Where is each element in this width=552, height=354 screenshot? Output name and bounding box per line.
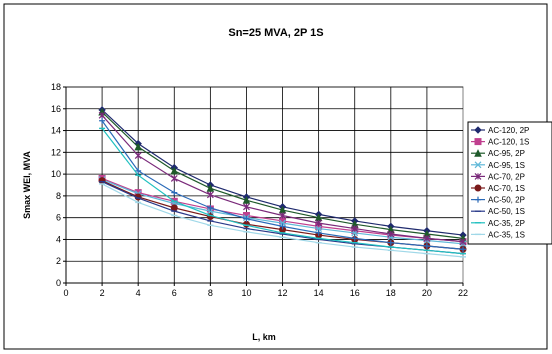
- x-tick-label: 4: [136, 288, 141, 298]
- x-tick-label: 20: [422, 288, 432, 298]
- y-tick-label: 2: [56, 256, 61, 266]
- data-point: [279, 212, 286, 219]
- data-point: [171, 189, 178, 196]
- series-3: [98, 107, 467, 242]
- data-point: [315, 225, 323, 232]
- data-point: [315, 219, 323, 227]
- legend-marker: [474, 126, 482, 134]
- y-tick-label: 0: [56, 278, 61, 288]
- legend-label: AC-120, 1S: [488, 138, 529, 147]
- x-tick-label: 6: [172, 288, 177, 298]
- data-point: [99, 117, 106, 124]
- x-tick-label: 8: [208, 288, 213, 298]
- data-point: [459, 238, 467, 246]
- data-point: [135, 167, 142, 174]
- series-5: [98, 111, 467, 246]
- legend-item: AC-120, 2P: [471, 126, 529, 135]
- data-point: [243, 215, 250, 222]
- y-tick-label: 6: [56, 213, 61, 223]
- legend-marker: [474, 138, 482, 146]
- legend-label: AC-35, 2P: [488, 219, 525, 228]
- legend-item: AC-70, 2P: [471, 172, 525, 181]
- y-tick-label: 18: [51, 82, 61, 92]
- legend-marker: [474, 184, 482, 192]
- y-tick-label: 12: [51, 147, 61, 157]
- y-tick-label: 4: [56, 234, 61, 244]
- data-point: [170, 175, 178, 182]
- legend-label: AC-70, 1S: [488, 184, 525, 193]
- legend-item: AC-50, 2P: [471, 196, 525, 205]
- legend-marker: [475, 196, 481, 203]
- data-point: [315, 229, 322, 236]
- legend-label: AC-95, 1S: [488, 161, 525, 170]
- y-tick-label: 10: [51, 169, 61, 179]
- chart-title: Sn=25 MVA, 2P 1S: [228, 27, 323, 39]
- data-point: [387, 239, 394, 246]
- series-7: [99, 117, 466, 253]
- legend-item: AC-95, 1S: [471, 161, 525, 170]
- data-point: [98, 111, 106, 119]
- y-axis-label: Smax WEI, MVA: [22, 151, 32, 219]
- legend-label: AC-120, 2P: [488, 126, 529, 135]
- data-point: [279, 219, 286, 227]
- x-axis-label: L, km: [252, 332, 276, 342]
- x-tick-label: 16: [350, 288, 360, 298]
- x-tick-label: 10: [241, 288, 251, 298]
- x-tick-label: 2: [100, 288, 105, 298]
- y-tick-label: 16: [51, 104, 61, 114]
- data-point: [351, 225, 359, 232]
- y-tick-label: 14: [51, 126, 61, 136]
- legend-marker: [474, 149, 482, 157]
- data-point: [387, 230, 395, 238]
- data-point: [423, 234, 431, 242]
- legend-label: AC-95, 2P: [488, 149, 525, 158]
- y-tick-label: 8: [56, 191, 61, 201]
- legend-label: AC-70, 2P: [488, 172, 525, 181]
- legend-item: AC-35, 1S: [471, 230, 525, 239]
- data-point: [243, 203, 250, 211]
- plot-area: [65, 86, 464, 284]
- data-point: [134, 142, 142, 151]
- data-point: [134, 152, 142, 160]
- x-tick-label: 12: [278, 288, 288, 298]
- data-point: [242, 196, 251, 204]
- series-10: [99, 183, 466, 258]
- x-tick-label: 18: [386, 288, 396, 298]
- data-point: [206, 191, 214, 199]
- gridlines: [65, 86, 464, 284]
- axes: 0 2 4 6 8 10 12 14 16 18 0 2 4 6 8 10 12 14 16 18 20 22: [51, 82, 468, 298]
- data-point: [351, 235, 358, 242]
- series-group: [98, 106, 467, 258]
- data-point: [170, 166, 179, 175]
- data-point: [279, 223, 286, 230]
- x-tick-label: 22: [458, 288, 468, 298]
- x-tick-label: 0: [63, 288, 68, 298]
- series-9: [99, 127, 466, 255]
- legend-item: AC-120, 1S: [471, 138, 529, 147]
- data-point: [207, 204, 214, 211]
- legend-item: AC-50, 1S: [471, 207, 525, 216]
- data-point: [460, 246, 466, 253]
- x-tick-label: 14: [314, 288, 324, 298]
- legend-item: AC-70, 1S: [471, 184, 525, 193]
- legend-label: AC-50, 1S: [488, 207, 525, 216]
- legend: AC-120, 2P AC-120, 1S AC-95, 2P AC-95, 1S AC…: [467, 121, 552, 245]
- data-point: [423, 242, 430, 249]
- legend-item: AC-35, 2P: [471, 219, 525, 228]
- legend-label: AC-50, 2P: [488, 196, 525, 205]
- legend-marker: [474, 161, 482, 169]
- data-point: [206, 184, 215, 192]
- legend-box: [467, 121, 552, 245]
- legend-marker: [474, 172, 482, 180]
- data-point: [206, 207, 214, 215]
- legend-label: AC-35, 1S: [488, 230, 525, 239]
- legend-item: AC-95, 2P: [471, 149, 525, 158]
